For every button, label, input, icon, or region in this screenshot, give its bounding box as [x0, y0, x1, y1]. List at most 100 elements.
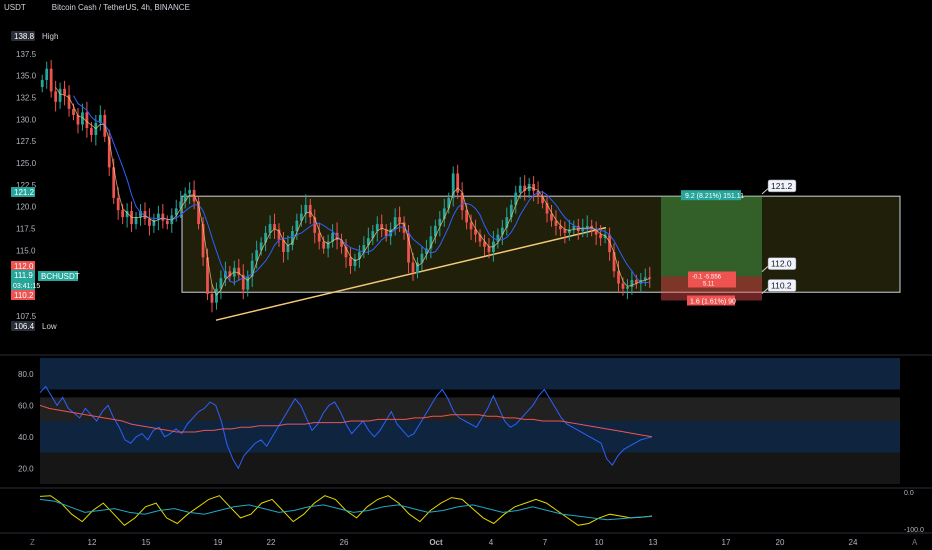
candle-body	[255, 250, 259, 261]
candle-body	[277, 229, 281, 240]
candle-body	[407, 232, 410, 263]
candle-body	[398, 217, 401, 223]
rsi-band	[40, 397, 900, 421]
candle-body	[505, 217, 509, 228]
chart-header: USDT Bitcoin Cash / TetherUS, 4h, BINANCE	[4, 3, 190, 12]
candle-body	[299, 213, 303, 221]
stop-loss-zone	[661, 276, 762, 301]
candle-body	[98, 114, 102, 123]
price-tick-label: 107.5	[16, 312, 37, 321]
candle-body	[608, 234, 611, 253]
candle-body	[201, 224, 205, 258]
auto-scale-icon[interactable]: A	[912, 538, 918, 547]
range-bottom-value: 110.2	[14, 291, 34, 300]
time-axis[interactable]: 12 15 19 22 26 Oct 4 7 10 13 17 20 24	[88, 538, 858, 547]
bar-countdown: 03:41:15	[13, 283, 40, 290]
candle-body	[411, 262, 415, 274]
candle-body	[183, 193, 187, 202]
candle-body	[165, 220, 169, 225]
candle-body	[259, 242, 263, 251]
entry-callout-text: 112.0	[771, 259, 792, 269]
candle-body	[264, 232, 267, 243]
last-price-badge	[11, 270, 35, 290]
price-tick-label: 115.0	[16, 246, 36, 255]
range-top-badge	[11, 187, 35, 197]
candle-body	[572, 225, 576, 230]
candle-body	[49, 68, 53, 92]
rsi-tick-label: 20.0	[18, 464, 34, 473]
candle-body	[442, 208, 446, 219]
candle-body	[148, 218, 151, 226]
take-profit-zone	[661, 196, 762, 277]
trendline[interactable]	[215, 226, 607, 321]
candle-body	[634, 280, 638, 284]
time-tick-label: 13	[649, 538, 658, 547]
candle-body	[40, 80, 44, 88]
candle-body	[63, 88, 66, 95]
candle-body	[509, 204, 513, 218]
candle-body	[85, 112, 89, 129]
candle-body	[447, 197, 451, 209]
candle-body	[375, 224, 379, 232]
high-value-badge	[11, 31, 35, 41]
rsi-lines	[39, 385, 653, 470]
stop-info-badge	[687, 295, 735, 306]
candle-body	[45, 68, 49, 81]
candle-body	[518, 185, 522, 193]
candle-body	[282, 239, 285, 253]
moving-average-line	[55, 87, 650, 296]
low-value-badge	[11, 321, 35, 331]
symbol-title: Bitcoin Cash / TetherUS, 4h, BINANCE	[51, 3, 190, 12]
candle-body	[393, 217, 397, 230]
time-tick-label: 17	[722, 538, 731, 547]
time-tick-label: 10	[595, 538, 604, 547]
oscillator-lines	[39, 495, 653, 526]
candle-body	[304, 204, 308, 214]
fast-ma-path	[55, 87, 650, 296]
candle-body	[340, 239, 343, 247]
time-tick-label: 15	[142, 538, 151, 547]
candle-body	[349, 257, 352, 267]
currency-label: USDT	[4, 3, 26, 12]
rsi-band	[40, 421, 900, 453]
candle-body	[438, 218, 442, 226]
rsi-band	[40, 358, 900, 390]
candle-body	[478, 234, 482, 242]
timezone-icon[interactable]: Z	[30, 538, 35, 547]
candle-body	[559, 225, 562, 230]
candle-body	[474, 229, 477, 235]
rsi-axis[interactable]: 20.0 40.0 60.0 80.0	[18, 370, 34, 474]
candle-body	[594, 229, 598, 235]
candle-body	[291, 231, 294, 246]
candle-body	[107, 136, 111, 168]
price-tick-label: 122.5	[16, 181, 37, 190]
candle-body	[358, 252, 361, 260]
candle-body	[72, 108, 75, 115]
rsi-tick-label: 40.0	[18, 433, 34, 442]
candle-body	[567, 229, 571, 233]
candle-body	[456, 173, 460, 193]
candle-body	[563, 229, 567, 233]
candle-body	[156, 213, 160, 220]
candle-body	[268, 224, 272, 233]
candle-body	[237, 267, 241, 275]
stop-info-text: 1.6 (1.61%) 90	[690, 298, 736, 305]
candle-body	[545, 203, 549, 214]
symbol-badge	[38, 271, 78, 281]
candle-body	[483, 241, 486, 247]
candle-body	[384, 229, 388, 237]
osc-tick-label: 0.0	[904, 490, 914, 497]
candle-body	[366, 238, 370, 246]
candle-body	[322, 241, 326, 249]
time-tick-label: 4	[489, 538, 494, 547]
time-tick-label: 26	[340, 538, 349, 547]
candle-body	[308, 204, 312, 218]
oscillator-axis[interactable]: 0.0 -100.0	[904, 490, 924, 534]
candle-body	[541, 196, 544, 204]
target-callout-text: 121.2	[771, 181, 793, 191]
candle-body	[139, 211, 142, 218]
candle-body	[554, 220, 558, 226]
candle-body	[161, 213, 165, 221]
